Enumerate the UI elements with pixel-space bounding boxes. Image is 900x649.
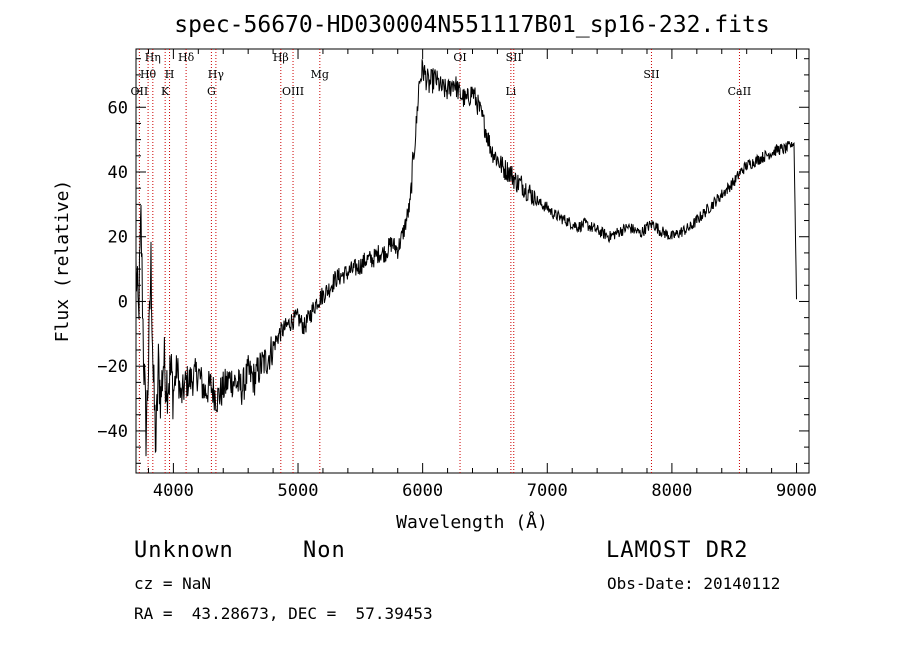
line-label: OIII <box>282 85 304 98</box>
survey-name: LAMOST DR2 <box>606 538 749 563</box>
object-name: Unknown <box>134 538 234 563</box>
line-label: OI <box>453 51 466 64</box>
spectrum-line <box>135 59 797 457</box>
y-tick-label: −20 <box>97 357 128 377</box>
x-axis-label: Wavelength (Å) <box>396 511 548 533</box>
y-tick-label: 20 <box>108 228 128 248</box>
line-label: Hβ <box>273 51 289 64</box>
line-label: Li <box>505 85 516 98</box>
y-axis-label: Flux (relative) <box>52 180 73 343</box>
observation-date: Obs-Date: 20140112 <box>607 574 781 593</box>
x-tick-label: 7000 <box>527 481 568 501</box>
line-label: SII <box>643 68 659 81</box>
line-label: Hθ <box>140 68 157 81</box>
y-tick-label: 0 <box>118 292 128 312</box>
object-class: Non <box>303 538 346 563</box>
axis-ticks <box>136 49 809 473</box>
line-label: H <box>165 68 175 81</box>
line-label: Hη <box>145 51 161 64</box>
line-label: CaII <box>728 85 752 98</box>
line-label: G <box>207 85 216 98</box>
y-tick-label: 60 <box>108 98 128 118</box>
x-tick-label: 8000 <box>651 481 692 501</box>
line-label: Hδ <box>178 51 195 64</box>
plot-frame <box>135 48 810 474</box>
line-label: K <box>161 85 170 98</box>
y-tick-label: 40 <box>108 163 128 183</box>
line-label: SII <box>506 51 522 64</box>
x-tick-label: 5000 <box>278 481 319 501</box>
y-tick-label: −40 <box>97 422 128 442</box>
redshift-value: cz = NaN <box>134 574 212 593</box>
x-tick-labels: 4000 5000 6000 7000 8000 9000 <box>153 481 817 501</box>
line-label: Hγ <box>208 68 225 81</box>
y-tick-labels: −40 −20 0 20 40 60 <box>97 98 128 442</box>
x-tick-label: 6000 <box>402 481 443 501</box>
line-label: Mg <box>311 68 329 81</box>
coordinates: RA = 43.28673, DEC = 57.39453 <box>134 604 433 623</box>
x-tick-label: 9000 <box>776 481 817 501</box>
x-tick-label: 4000 <box>153 481 194 501</box>
chart-title: spec-56670-HD030004N551117B01_sp16-232.f… <box>174 12 769 38</box>
